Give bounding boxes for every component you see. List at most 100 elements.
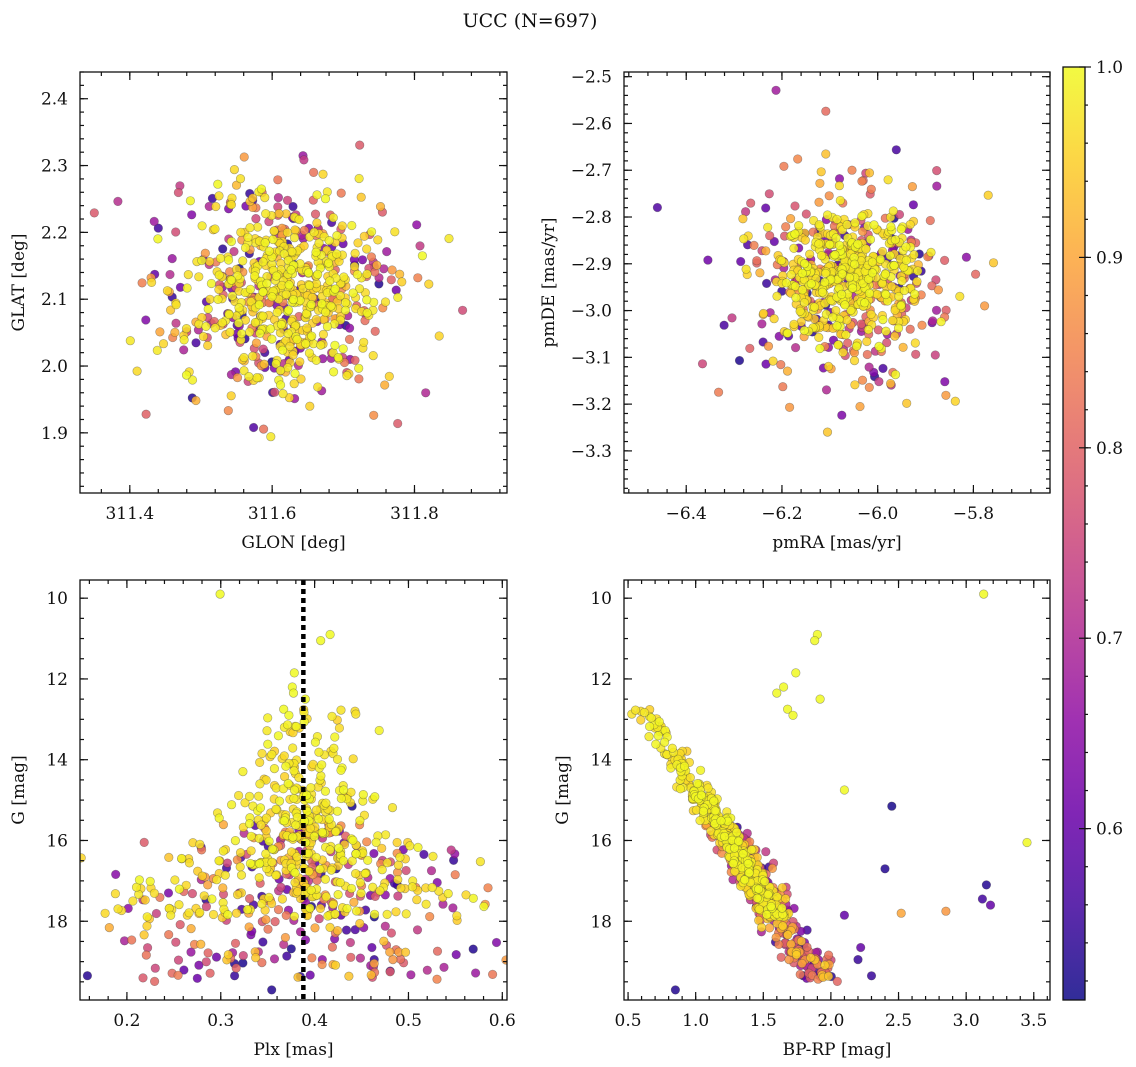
data-point — [761, 847, 771, 857]
data-point — [806, 279, 816, 289]
data-point — [363, 855, 373, 865]
data-point — [218, 244, 228, 254]
data-point — [264, 892, 274, 903]
data-point — [841, 330, 851, 340]
data-point — [222, 858, 232, 868]
data-point — [855, 401, 865, 412]
data-point — [377, 865, 387, 875]
data-point — [255, 328, 265, 339]
data-point — [250, 271, 260, 281]
data-point — [359, 337, 369, 347]
data-point — [260, 238, 270, 248]
data-point — [864, 362, 874, 372]
data-point — [796, 936, 807, 946]
data-point — [288, 201, 298, 212]
data-point — [767, 863, 778, 874]
data-point — [354, 173, 364, 184]
data-point — [223, 950, 233, 960]
y-tick-label: −2.5 — [571, 68, 612, 88]
data-point — [344, 971, 354, 981]
data-point — [401, 865, 411, 876]
data-point — [393, 874, 403, 885]
data-point — [790, 229, 800, 239]
data-point — [814, 239, 824, 249]
x-tick-label: 3.0 — [953, 1011, 980, 1031]
data-point — [741, 264, 751, 274]
data-point — [256, 184, 267, 194]
data-point — [783, 930, 793, 940]
data-point — [200, 248, 210, 258]
data-point — [853, 954, 863, 965]
data-point — [181, 370, 192, 380]
data-point — [347, 856, 357, 866]
data-point — [279, 704, 289, 714]
data-point — [778, 382, 788, 392]
data-point — [866, 971, 877, 981]
data-point — [331, 827, 341, 837]
data-point — [834, 181, 845, 191]
x-tick-label: 311.8 — [390, 504, 439, 524]
data-point — [801, 209, 811, 219]
data-point — [304, 268, 314, 278]
data-point — [311, 355, 321, 365]
data-point — [234, 318, 244, 328]
data-point — [366, 252, 377, 262]
data-point — [335, 291, 345, 301]
data-point — [885, 379, 896, 389]
data-point — [985, 900, 996, 910]
data-point — [703, 783, 713, 793]
data-point — [468, 944, 478, 954]
data-point — [769, 236, 779, 247]
data-point — [345, 937, 356, 948]
x-tick-label: 0.5 — [615, 1011, 642, 1031]
x-tick-label: 0.6 — [489, 1011, 516, 1031]
x-tick-label: −6.0 — [857, 504, 898, 524]
data-point — [815, 178, 825, 188]
data-point — [258, 287, 268, 297]
data-point — [425, 911, 435, 922]
data-point — [288, 832, 298, 842]
data-point — [283, 328, 293, 339]
data-point — [820, 277, 830, 287]
y-tick-label: 12 — [46, 670, 68, 690]
data-point — [334, 843, 344, 853]
data-point — [184, 908, 194, 918]
data-point — [353, 238, 363, 248]
data-point — [719, 831, 730, 842]
x-tick-label: 1.5 — [750, 1011, 777, 1031]
data-point — [289, 668, 299, 678]
data-point — [800, 235, 810, 245]
data-point — [387, 802, 398, 813]
data-point — [271, 870, 281, 880]
data-point — [170, 327, 180, 338]
data-point — [753, 884, 764, 894]
data-point — [289, 785, 300, 795]
data-point — [294, 772, 304, 783]
data-point — [166, 305, 176, 315]
data-point — [412, 220, 422, 230]
data-point — [289, 766, 299, 776]
data-point — [229, 246, 239, 257]
data-point — [776, 952, 786, 962]
data-point — [327, 711, 337, 722]
data-point — [326, 301, 336, 311]
x-tick-label: 311.4 — [105, 504, 154, 524]
data-point — [501, 955, 507, 965]
data-point — [302, 323, 312, 333]
data-point — [288, 688, 299, 698]
data-point — [191, 338, 201, 348]
data-point — [911, 349, 921, 359]
data-point — [350, 248, 360, 258]
data-point — [881, 289, 891, 300]
data-point — [710, 806, 720, 816]
data-point — [385, 947, 395, 957]
data-point — [255, 858, 265, 869]
data-point — [897, 276, 907, 286]
data-point — [289, 911, 300, 922]
data-point — [883, 175, 893, 185]
data-point — [330, 284, 340, 294]
data-point — [245, 223, 255, 233]
data-point — [816, 251, 827, 261]
data-point — [745, 343, 755, 354]
data-point — [307, 953, 317, 963]
